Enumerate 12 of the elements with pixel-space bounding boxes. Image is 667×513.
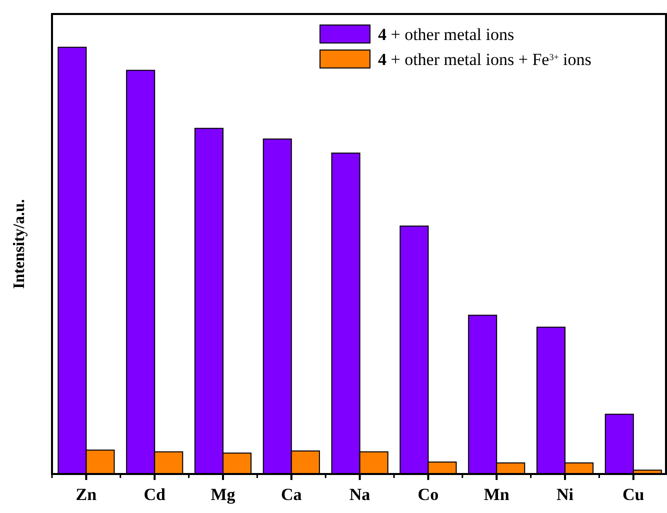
x-tick-label: Cu bbox=[622, 485, 644, 504]
x-tick-label: Mn bbox=[484, 485, 510, 504]
x-tick-label: Na bbox=[349, 485, 371, 504]
x-tick-label: Ni bbox=[556, 485, 574, 504]
x-tick-label: Mg bbox=[210, 485, 236, 504]
x-tick-label: Co bbox=[418, 485, 439, 504]
x-tick-label: Ca bbox=[281, 485, 302, 504]
legend-label: 4 + other metal ions + Fe$^{3+}$ ions bbox=[378, 50, 592, 69]
x-tick-label: Cd bbox=[144, 485, 166, 504]
x-tick-label: Zn bbox=[76, 485, 98, 504]
legend-label: 4 + other metal ions bbox=[378, 25, 514, 44]
y-axis-title: Intensity/a.u. bbox=[11, 199, 28, 289]
